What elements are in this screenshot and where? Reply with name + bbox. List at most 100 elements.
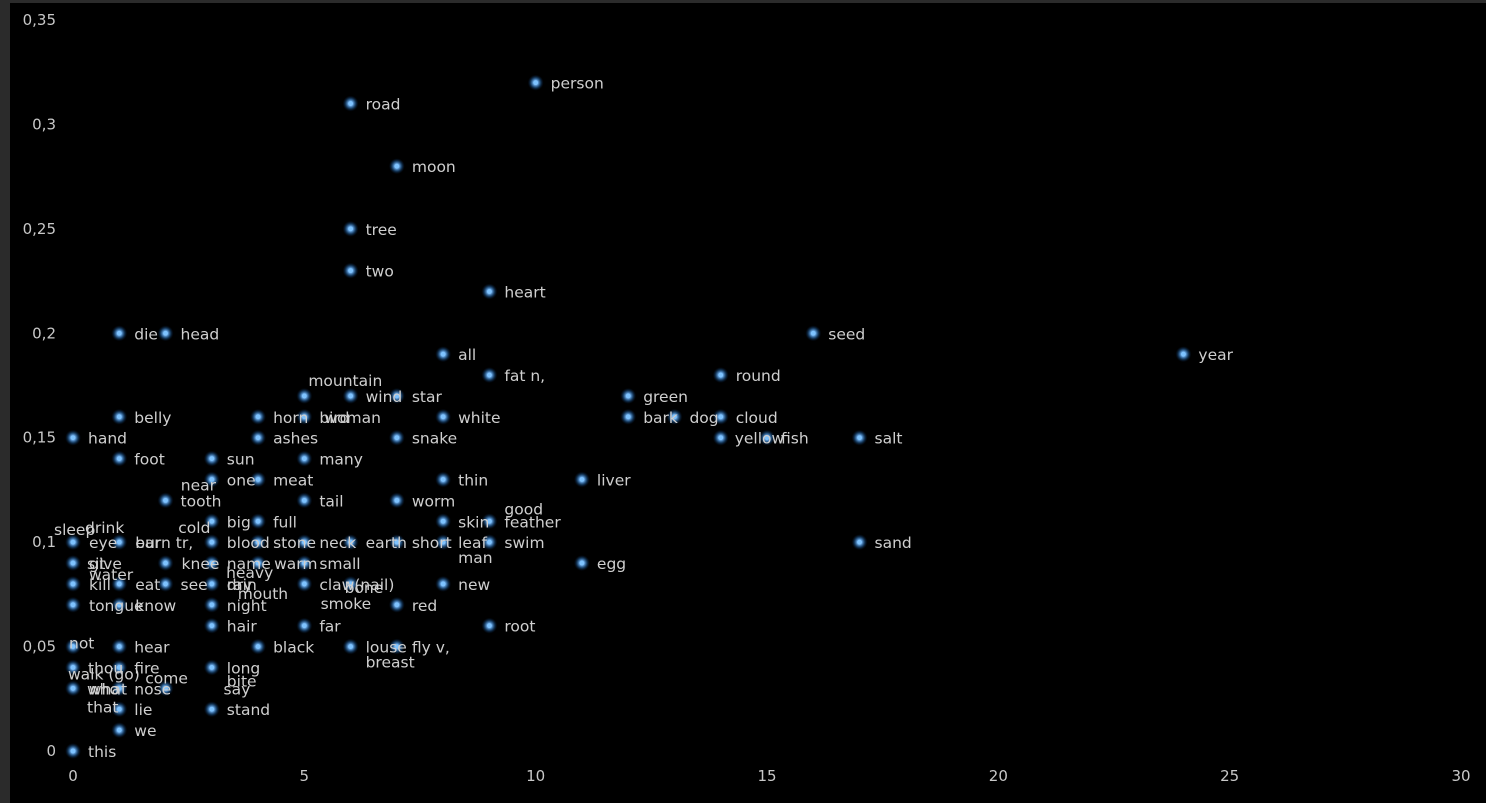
data-point xyxy=(857,435,862,441)
point-label: cold xyxy=(178,519,210,537)
point-label: tail xyxy=(319,492,343,510)
point-label: rain xyxy=(227,576,257,594)
data-point xyxy=(116,539,122,545)
data-point xyxy=(440,539,446,545)
data-point xyxy=(440,581,446,587)
data-point xyxy=(348,539,353,545)
data-point xyxy=(116,602,122,608)
data-point xyxy=(163,330,168,336)
data-point xyxy=(116,685,122,691)
data-point xyxy=(163,560,168,566)
point-label: know xyxy=(135,597,176,615)
point-label: many xyxy=(319,451,363,469)
point-label: horn xyxy=(273,409,308,427)
data-point xyxy=(301,539,307,545)
x-tick-label: 25 xyxy=(1220,767,1239,785)
point-label: hand xyxy=(88,430,127,448)
point-label: head xyxy=(181,325,220,343)
point-label: knee xyxy=(182,555,220,573)
point-label: man xyxy=(458,549,492,567)
data-point xyxy=(348,581,353,587)
point-label: leaf xyxy=(458,534,487,552)
x-tick-label: 5 xyxy=(300,767,310,785)
data-point xyxy=(70,685,76,691)
point-label: this xyxy=(88,743,116,761)
data-point xyxy=(487,289,492,294)
point-label: stand xyxy=(227,701,270,719)
point-label: root xyxy=(504,618,535,636)
point-label: eat xyxy=(135,576,160,594)
point-label: earth xyxy=(366,534,407,552)
point-label: one xyxy=(227,471,256,489)
data-point xyxy=(348,101,353,106)
point-label: short xyxy=(412,534,452,552)
point-label: skin xyxy=(458,513,489,531)
y-tick-label: 0 xyxy=(46,742,56,760)
data-point xyxy=(348,393,353,399)
point-label: sun xyxy=(227,451,255,469)
point-label: neck xyxy=(319,534,356,552)
data-point xyxy=(116,581,122,587)
data-point xyxy=(209,602,215,608)
y-tick-label: 0,3 xyxy=(32,115,56,133)
point-label: snake xyxy=(412,430,457,448)
y-tick-label: 0,05 xyxy=(23,638,56,656)
data-point xyxy=(255,435,261,441)
data-point xyxy=(116,727,122,733)
point-label: moon xyxy=(412,158,456,176)
data-point xyxy=(394,497,400,503)
data-point xyxy=(487,623,492,629)
point-label: thou xyxy=(88,659,123,677)
point-label: salt xyxy=(875,430,903,448)
point-label: nose xyxy=(134,680,171,698)
point-label: small xyxy=(319,555,360,573)
data-point xyxy=(70,581,76,587)
data-point xyxy=(301,560,307,566)
data-point xyxy=(116,330,122,336)
y-tick-label: 0,25 xyxy=(23,220,56,238)
data-point xyxy=(348,644,353,649)
point-label: big xyxy=(227,513,251,531)
data-point xyxy=(255,518,261,524)
data-point xyxy=(394,539,400,545)
point-label: green xyxy=(643,388,688,406)
point-label: fly v, xyxy=(412,639,450,657)
data-point xyxy=(209,560,215,566)
point-label: heart xyxy=(504,284,545,302)
data-points xyxy=(65,74,1192,759)
data-point xyxy=(116,706,122,712)
point-label: meat xyxy=(273,471,313,489)
x-tick-label: 10 xyxy=(526,767,545,785)
point-label: blood xyxy=(227,534,270,552)
point-label: fish xyxy=(781,430,809,448)
data-point xyxy=(394,393,400,399)
data-point xyxy=(255,560,261,566)
point-label: wind xyxy=(366,388,403,406)
x-tick-label: 20 xyxy=(989,767,1008,785)
point-label: fire xyxy=(134,659,159,677)
point-label: new xyxy=(458,576,490,594)
x-tick-label: 0 xyxy=(68,767,78,785)
point-label: drink xyxy=(85,519,124,537)
point-label: eye xyxy=(89,534,117,552)
data-point xyxy=(487,539,492,545)
point-label: claw(nail) xyxy=(319,576,394,594)
data-point xyxy=(394,435,400,441)
y-tick-label: 0,15 xyxy=(23,429,56,447)
point-label: yellow xyxy=(735,430,785,448)
data-point xyxy=(70,539,76,545)
data-point xyxy=(1181,351,1186,357)
point-label: swim xyxy=(504,534,544,552)
data-point xyxy=(348,226,353,232)
point-label: sit xyxy=(87,555,105,573)
data-point xyxy=(163,685,168,691)
data-point xyxy=(70,748,76,754)
data-point xyxy=(116,456,122,461)
data-point xyxy=(209,581,215,587)
point-label: dog xyxy=(689,409,718,427)
point-label: year xyxy=(1198,346,1233,364)
data-point xyxy=(209,623,215,629)
point-label: warm xyxy=(274,555,317,573)
x-axis-ticks: 0 5 10 15 20 25 30 xyxy=(68,767,1470,785)
point-label: who xyxy=(87,680,119,698)
